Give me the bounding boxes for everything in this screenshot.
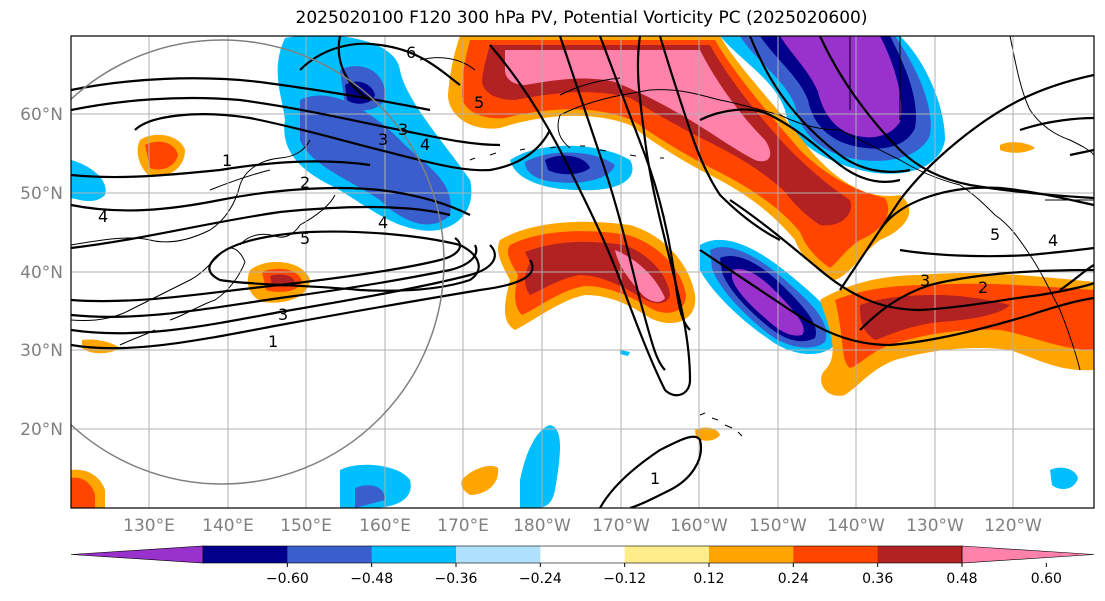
- map-frame: [70, 35, 1095, 509]
- lon-label: 160°W: [670, 516, 728, 536]
- lon-label: 170°E: [437, 516, 489, 536]
- contour-label: 5: [300, 229, 310, 248]
- colorbar-segment: [793, 546, 879, 563]
- gridlines: [71, 36, 1094, 508]
- contour-label: 5: [990, 225, 1000, 244]
- colorbar-tick-label: −0.60: [266, 571, 309, 587]
- colorbar-segment: [456, 546, 541, 563]
- contour-label: 3: [278, 305, 288, 324]
- lon-label: 150°W: [749, 516, 807, 536]
- lon-label: 130°W: [906, 516, 964, 536]
- lon-label: 160°E: [359, 516, 411, 536]
- lat-label: 30°N: [20, 341, 63, 361]
- latitude-labels: 60°N 50°N 40°N 30°N 20°N: [20, 105, 63, 440]
- contour-label: 3: [398, 120, 408, 139]
- contour-label: 4: [420, 135, 430, 154]
- lat-label: 40°N: [20, 263, 63, 283]
- contour-label: 1: [268, 332, 278, 351]
- contour-labels: 6 5 1 2 3 3 4 4 5 4 3 1 5 4 3 2 1: [98, 43, 1058, 488]
- colorbar-extend-high: [961, 545, 1095, 564]
- colorbar-tick-label: −0.36: [435, 571, 478, 587]
- map-title: 2025020100 F120 300 hPa PV, Potential Vo…: [295, 8, 868, 28]
- lat-label: 60°N: [20, 105, 63, 125]
- colorbar-tick-label: 0.24: [778, 571, 809, 587]
- contour-label: 4: [1048, 231, 1058, 250]
- colorbar-outline: [202, 545, 963, 564]
- contour-label: 1: [222, 151, 232, 170]
- colorbar-tick-label: 0.36: [862, 571, 893, 587]
- colorbar-segment: [287, 546, 373, 563]
- lon-label: 170°W: [592, 516, 650, 536]
- colorbar-tick-label: 0.60: [1031, 571, 1062, 587]
- colorbar: −0.60 −0.48 −0.36 −0.24 −0.12 0.12 0.24 0.36 0.4…: [70, 545, 1095, 587]
- lat-label: 20°N: [20, 420, 63, 440]
- lon-label: 140°W: [827, 516, 885, 536]
- lon-label: 130°E: [123, 516, 175, 536]
- positive-pv-anomalies: [71, 36, 1094, 508]
- contour-label: 3: [920, 271, 930, 290]
- contour-label: 2: [300, 173, 310, 192]
- colorbar-segment: [371, 546, 457, 563]
- colorbar-segment: [540, 546, 626, 563]
- colorbar-segment: [624, 546, 710, 563]
- colorbar-segment: [877, 546, 963, 563]
- lon-label: 140°E: [202, 516, 254, 536]
- lon-label: 120°W: [984, 516, 1042, 536]
- negative-pv-anomalies: [71, 36, 1078, 508]
- colorbar-tick-label: 0.12: [693, 571, 724, 587]
- colorbar-segment: [203, 546, 288, 563]
- pv-contours: [71, 36, 1094, 508]
- longitude-labels: 130°E 140°E 150°E 160°E 170°E 180°W 170°…: [123, 516, 1042, 536]
- colorbar-extend-low: [70, 545, 204, 564]
- lon-label: 150°E: [280, 516, 332, 536]
- radius-circle: [71, 39, 445, 485]
- contour-label: 4: [98, 207, 108, 226]
- lat-label: 50°N: [20, 184, 63, 204]
- contour-label: 6: [406, 43, 416, 62]
- contour-label: 5: [474, 93, 484, 112]
- colorbar-segment: [709, 546, 794, 563]
- colorbar-tick-label: −0.12: [603, 571, 646, 587]
- colorbar-tick-label: 0.48: [946, 571, 977, 587]
- contour-label: 3: [378, 130, 388, 149]
- contour-label: 2: [978, 278, 988, 297]
- lon-label: 180°W: [513, 516, 571, 536]
- contour-label: 4: [378, 213, 388, 232]
- contour-label: 1: [650, 469, 660, 488]
- colorbar-tick-label: −0.24: [519, 571, 562, 587]
- colorbar-tick-label: −0.48: [350, 571, 393, 587]
